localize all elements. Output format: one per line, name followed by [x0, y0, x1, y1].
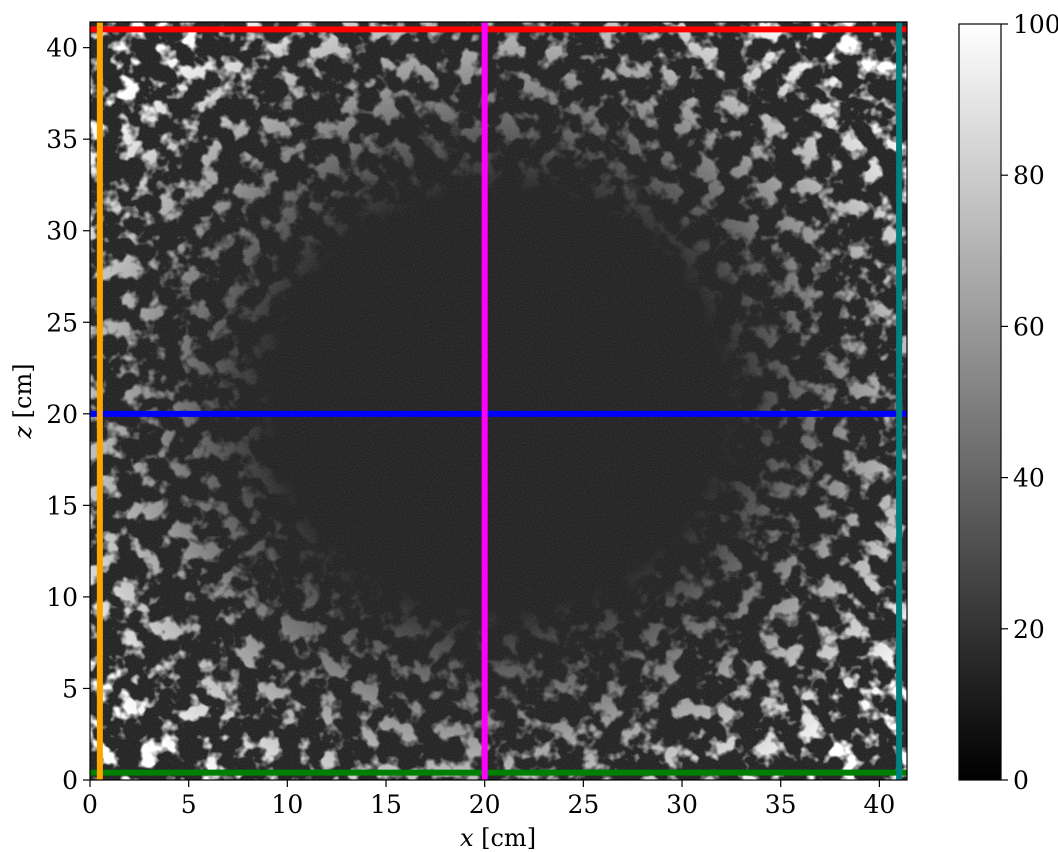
colorbar-axis: 0 20 40 60 80 100	[1001, 10, 1058, 795]
y-tick-label: 15	[46, 491, 78, 520]
x-tick-label: 15	[370, 790, 402, 819]
x-tick-label: 20	[469, 790, 501, 819]
y-tick-label: 5	[62, 674, 78, 703]
x-tick-label: 30	[666, 790, 698, 819]
x-tick-label: 10	[271, 790, 303, 819]
x-tick-label: 40	[863, 790, 895, 819]
plot-frame	[89, 21, 908, 781]
y-tick-label: 20	[46, 400, 78, 429]
colorbar	[958, 23, 1002, 781]
y-tick-label: 10	[46, 583, 78, 612]
y-tick-label: 40	[46, 34, 78, 63]
y-tick-label: 0	[62, 766, 78, 795]
colorbar-tick-label: 0	[1013, 766, 1029, 795]
heatmap-image	[90, 22, 907, 780]
overlay-lines	[90, 22, 907, 780]
colorbar-tick-label: 20	[1013, 615, 1045, 644]
x-axis: 0 5 10 15 20 25 30 35 40	[82, 780, 895, 819]
x-tick-label: 5	[181, 790, 197, 819]
y-tick-label: 30	[46, 217, 78, 246]
x-axis-label: x [cm]	[460, 824, 536, 852]
colorbar-tick-label: 100	[1013, 10, 1058, 39]
y-axis-label: z [cm]	[9, 363, 37, 439]
y-axis: 0 5 10 15 20 25 30 35 40	[46, 34, 90, 795]
colorbar-tick-label: 60	[1013, 312, 1045, 341]
y-tick-label: 25	[46, 308, 78, 337]
x-tick-label: 25	[567, 790, 599, 819]
y-tick-label: 35	[46, 125, 78, 154]
colorbar-tick-label: 40	[1013, 464, 1045, 493]
x-tick-label: 0	[82, 790, 98, 819]
colorbar-tick-label: 80	[1013, 161, 1045, 190]
x-tick-label: 35	[765, 790, 797, 819]
